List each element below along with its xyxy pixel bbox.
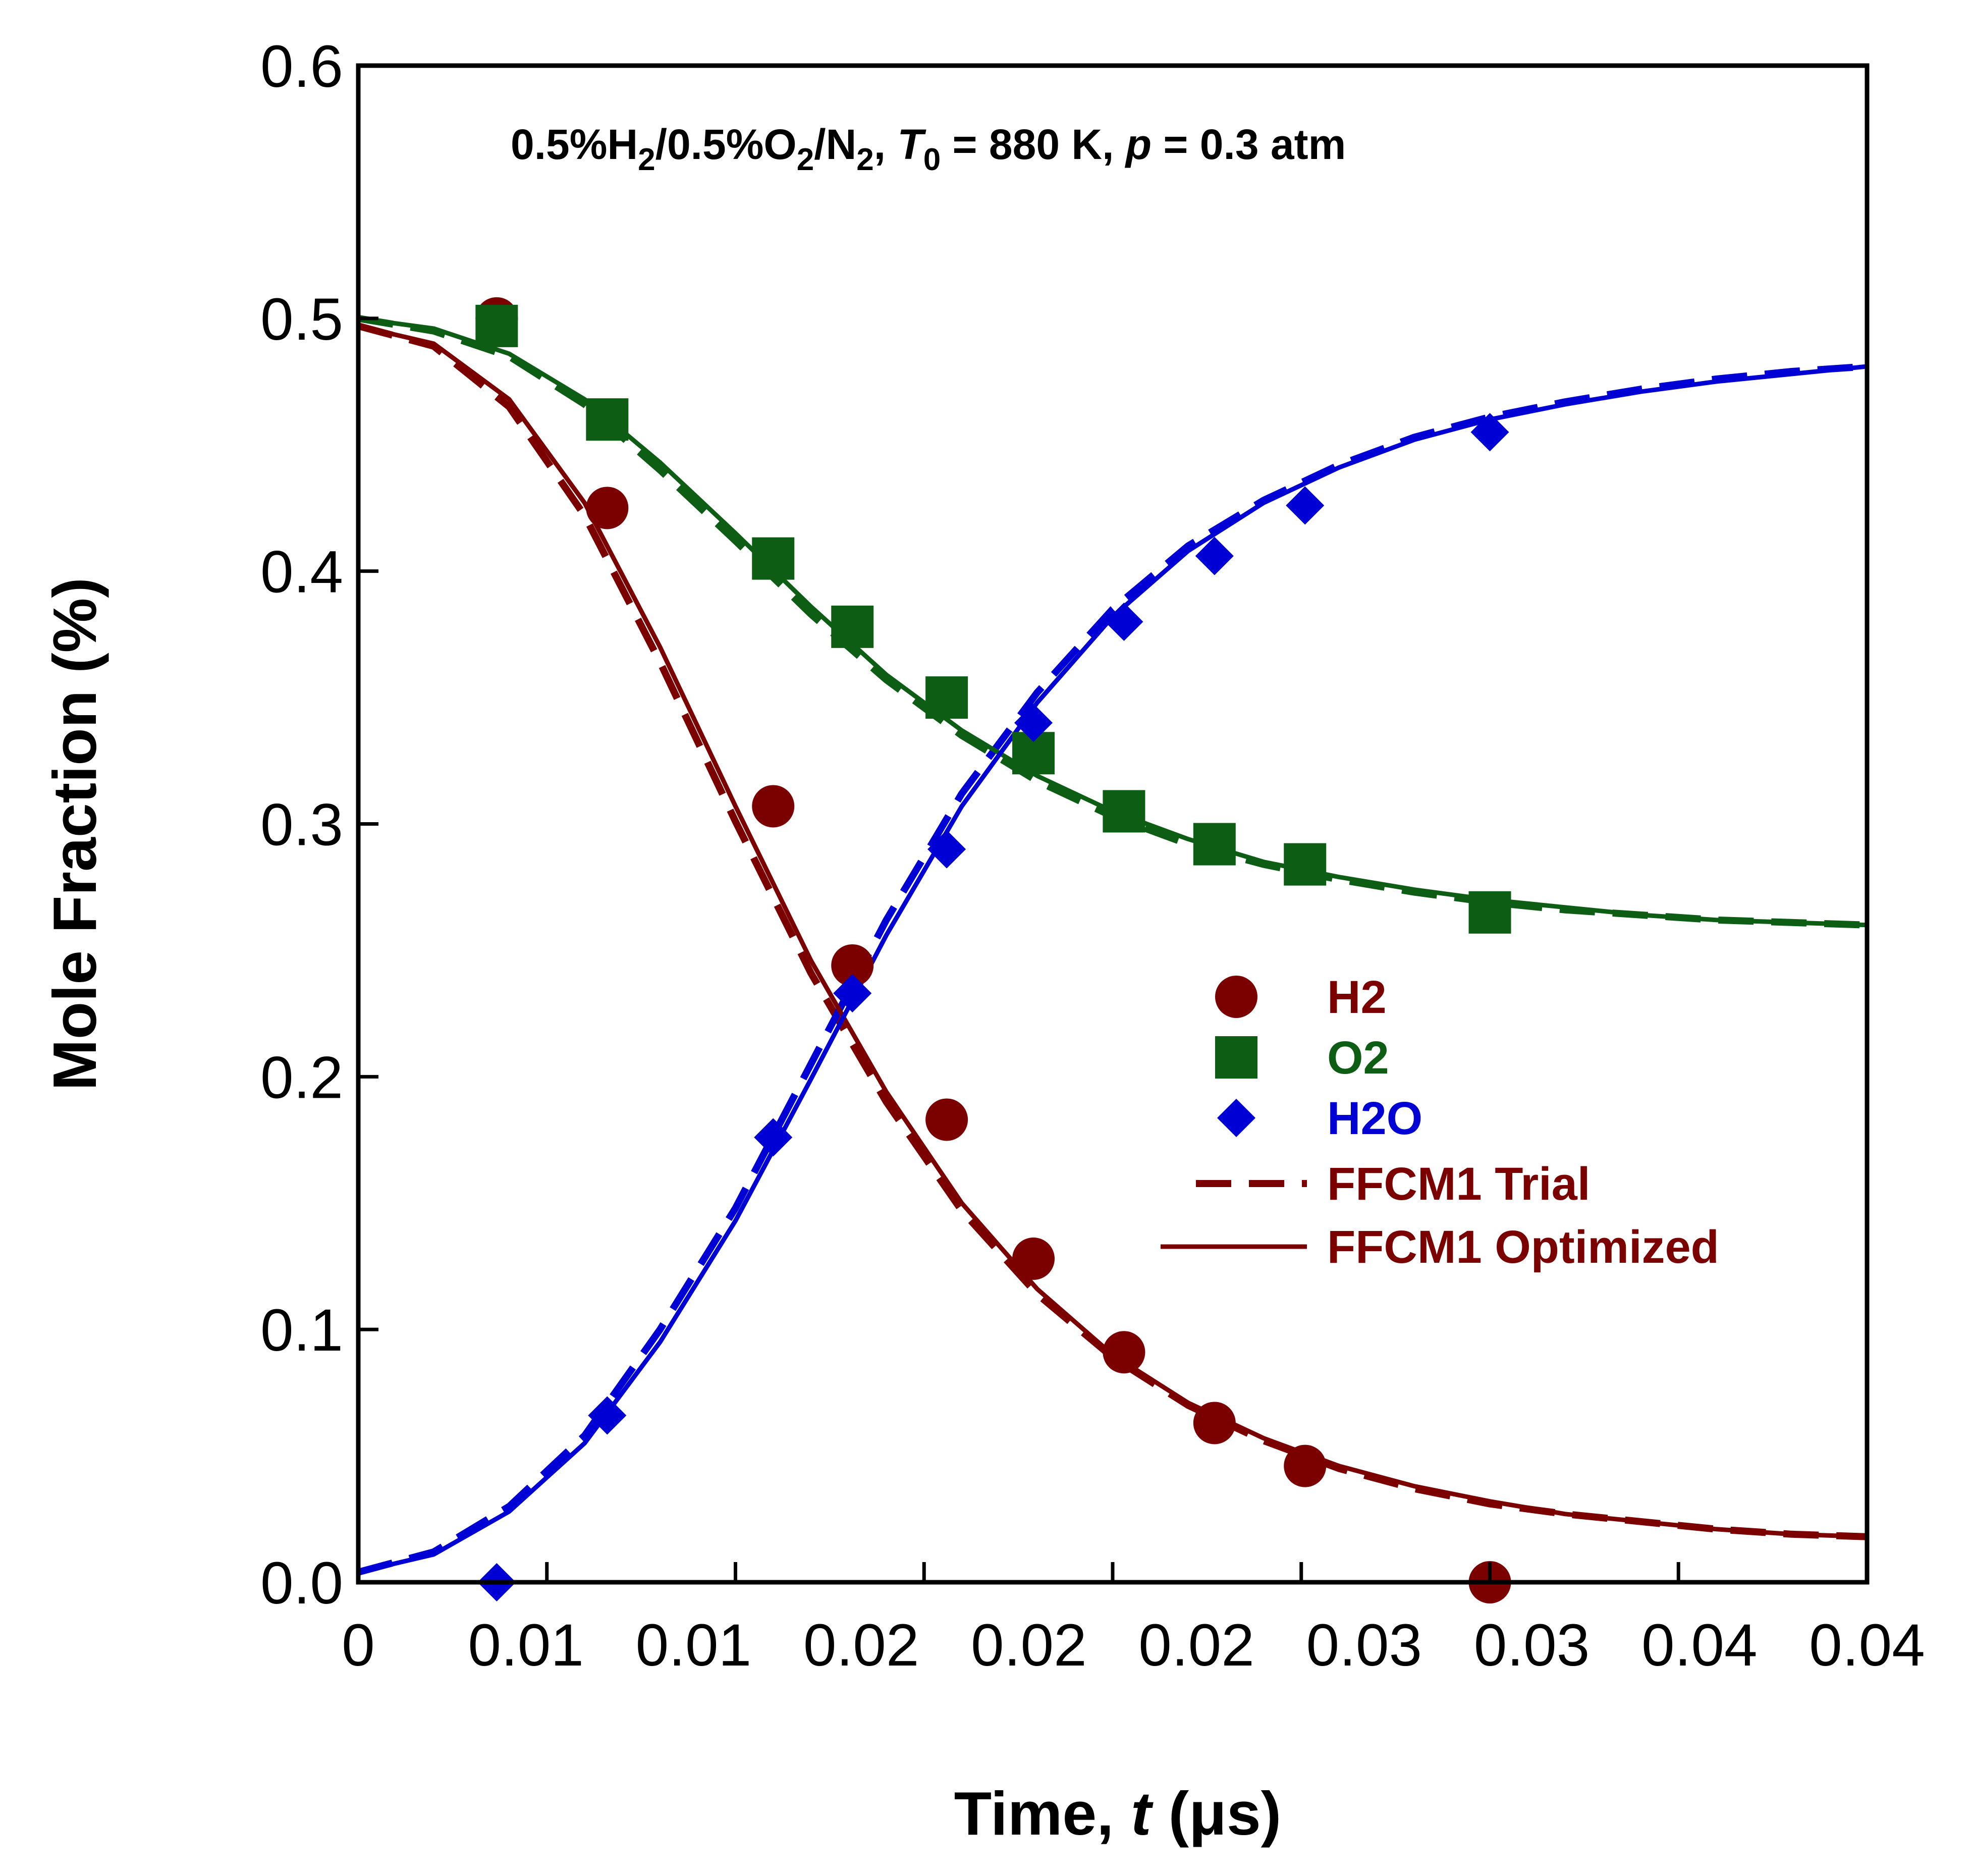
x-tick-label: 0.01 bbox=[636, 1612, 752, 1679]
data-point bbox=[925, 676, 968, 719]
legend-item-h2: H2 bbox=[1215, 972, 1387, 1023]
series-h2o bbox=[477, 413, 1509, 1601]
legend-marker bbox=[1217, 1099, 1255, 1137]
legend-item-ffcm1-trial: FFCM1 Trial bbox=[1196, 1158, 1590, 1210]
data-point bbox=[586, 398, 629, 441]
legend-marker bbox=[1215, 1036, 1257, 1079]
data-point bbox=[831, 944, 874, 987]
legend: H2 O2 H2O FFCM1 Trial FFCM1 Optimized bbox=[1161, 972, 1719, 1273]
data-point bbox=[1193, 1402, 1236, 1444]
data-point bbox=[1284, 1444, 1327, 1487]
data-point bbox=[927, 830, 966, 869]
x-axis-title-part: t bbox=[1131, 1779, 1154, 1848]
annotation-part: 0 bbox=[923, 142, 941, 177]
annotation-part: , bbox=[874, 121, 898, 168]
data-point bbox=[1193, 823, 1236, 866]
tick-labels: 0 0.01 0.01 0.02 0.02 0.02 0.03 0.03 0.04 0.040.0… bbox=[260, 33, 1925, 1679]
data-point bbox=[1468, 891, 1511, 934]
legend-label: O2 bbox=[1327, 1032, 1389, 1084]
y-tick-label: 0.3 bbox=[260, 792, 343, 859]
annotation-part: = 880 K, bbox=[941, 121, 1126, 168]
y-tick-label: 0.5 bbox=[260, 286, 343, 353]
y-tick-label: 0.2 bbox=[260, 1044, 343, 1111]
y-tick-label: 0.0 bbox=[260, 1550, 343, 1617]
curve-line bbox=[357, 363, 1868, 1576]
legend-label: FFCM1 Optimized bbox=[1327, 1221, 1719, 1273]
x-axis-title-part: Time, bbox=[954, 1779, 1131, 1848]
legend-item-ffcm1-optimized: FFCM1 Optimized bbox=[1161, 1221, 1719, 1273]
annotation-part: /0.5%O bbox=[655, 121, 797, 168]
data-point bbox=[475, 304, 518, 347]
data-point bbox=[833, 974, 872, 1013]
annotation-part: 0.5%H bbox=[511, 121, 638, 168]
data-point bbox=[1286, 486, 1325, 525]
x-tick-label: 0.04 bbox=[1809, 1612, 1925, 1679]
series-o2 bbox=[475, 304, 1511, 934]
x-tick-label: 0.02 bbox=[803, 1612, 919, 1679]
legend-label: H2O bbox=[1327, 1093, 1422, 1144]
annotation-part: 2 bbox=[856, 142, 873, 177]
x-axis-title-part: (μs) bbox=[1152, 1779, 1282, 1848]
condition-annotation: 0.5%H2/0.5%O2/N2, T0 = 880 K, p = 0.3 at… bbox=[511, 121, 1346, 177]
data-point bbox=[1195, 537, 1234, 575]
annotation-part: 2 bbox=[638, 142, 655, 177]
data-point bbox=[752, 537, 795, 580]
legend-item-h2o: H2O bbox=[1217, 1093, 1422, 1144]
x-tick-label: 0 bbox=[342, 1612, 375, 1679]
legend-label: H2 bbox=[1327, 972, 1387, 1023]
x-axis-title: Time, t (μs) bbox=[954, 1779, 1282, 1848]
data-point bbox=[586, 487, 629, 529]
data-point bbox=[1103, 1331, 1145, 1374]
data-point bbox=[1284, 843, 1327, 886]
data-point bbox=[1014, 704, 1053, 742]
data-point bbox=[1105, 602, 1143, 641]
data-point bbox=[1470, 413, 1509, 452]
data-point bbox=[831, 605, 874, 648]
data-point bbox=[754, 1118, 793, 1157]
annotation-part: = 0.3 atm bbox=[1152, 121, 1346, 168]
x-tick-label: 0.04 bbox=[1641, 1612, 1758, 1679]
data-point bbox=[925, 1098, 968, 1141]
annotation-part: 2 bbox=[797, 142, 814, 177]
legend-item-o2: O2 bbox=[1215, 1032, 1389, 1084]
data-point bbox=[1012, 1237, 1055, 1280]
legend-label: FFCM1 Trial bbox=[1327, 1158, 1590, 1210]
x-tick-label: 0.03 bbox=[1474, 1612, 1590, 1679]
y-axis-title: Mole Fraction (%) bbox=[40, 577, 109, 1091]
annotation-part: T bbox=[897, 121, 926, 168]
annotation-part: /N bbox=[814, 121, 856, 168]
x-tick-label: 0.02 bbox=[1138, 1612, 1254, 1679]
y-tick-label: 0.6 bbox=[260, 33, 343, 100]
legend-marker bbox=[1215, 976, 1257, 1018]
data-point bbox=[1103, 790, 1145, 833]
annotation-part: p bbox=[1125, 121, 1152, 168]
y-tick-label: 0.1 bbox=[260, 1297, 343, 1364]
data-point bbox=[752, 785, 795, 828]
x-tick-label: 0.02 bbox=[971, 1612, 1087, 1679]
y-tick-label: 0.4 bbox=[260, 539, 343, 606]
x-tick-label: 0.03 bbox=[1306, 1612, 1422, 1679]
axis-ticks bbox=[356, 64, 1869, 1584]
x-tick-label: 0.01 bbox=[468, 1612, 584, 1679]
data-point bbox=[588, 1396, 627, 1435]
